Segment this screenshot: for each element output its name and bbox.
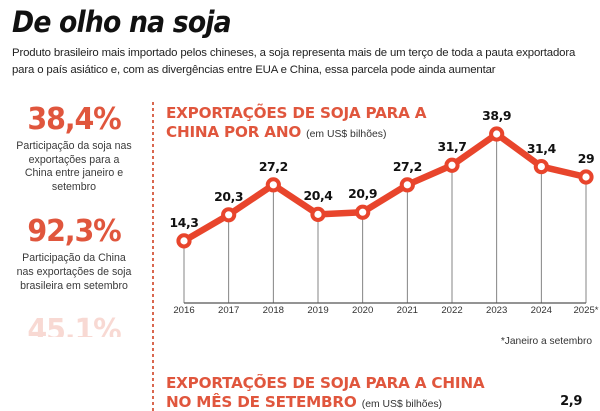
chart-header-september: EXPORTAÇÕES DE SOJA PARA A CHINA NO MÊS …	[166, 374, 594, 411]
x-axis-labels: 2016 2017 2018 2019 2020 2021 2022 2023 2024 2025…	[166, 305, 598, 321]
data-point-label: 27,2	[258, 158, 288, 174]
data-point-label: 20,9	[348, 186, 378, 202]
header: De olho na soja Produto brasileiro mais …	[12, 6, 590, 78]
stat-label: Participação da soja nas exportações par…	[16, 140, 132, 193]
x-axis-tick-label: 2021	[396, 305, 418, 316]
chart-title-september: EXPORTAÇÕES DE SOJA PARA A CHINA NO MÊS …	[166, 374, 496, 411]
chart-title-text: EXPORTAÇÕES DE SOJA PARA A CHINA POR ANO	[166, 104, 427, 141]
data-point-marker	[221, 207, 237, 223]
x-axis-tick-label: 2024	[530, 305, 552, 316]
x-axis-tick-label: 2016	[173, 305, 195, 316]
data-point-label: 14,3	[169, 214, 199, 230]
chart-title-annual: EXPORTAÇÕES DE SOJA PARA A CHINA POR ANO…	[166, 104, 466, 144]
drop-lines-group	[183, 134, 587, 303]
data-point-label: 20,3	[214, 188, 244, 204]
chart-plot-annual	[166, 112, 594, 317]
stat-value: 38,4%	[27, 102, 121, 137]
x-axis-tick-label: 2019	[307, 305, 329, 316]
stats-column: 38,4% Participação da soja nas exportaçõ…	[0, 104, 148, 338]
stat-card: 92,3% Participação da China nas exportaç…	[0, 216, 148, 293]
stat-card: 38,4% Participação da soja nas exportaçõ…	[0, 104, 148, 194]
x-axis-tick-label: 2022	[441, 305, 463, 316]
data-point-label: 29	[577, 151, 595, 166]
data-point-marker	[489, 126, 505, 142]
data-point-marker	[399, 177, 415, 193]
x-axis-tick-label: 2017	[217, 305, 240, 316]
data-point-marker	[578, 169, 594, 185]
chart-unit-text: (em US$ bilhões)	[361, 398, 443, 410]
x-axis-tick-label: 2023	[485, 305, 508, 316]
data-point-marker	[444, 157, 460, 173]
data-markers-group	[176, 126, 594, 249]
page-standfirst: Produto brasileiro mais importado pelos …	[12, 47, 576, 76]
page-title: De olho na soja	[12, 5, 232, 39]
data-line	[180, 130, 590, 245]
chart-footnote: *Janeiro a setembro	[500, 336, 592, 347]
vertical-dotted-divider	[152, 102, 154, 411]
x-axis-tick-label: 2025*	[573, 305, 599, 316]
data-point-label: 20,4	[303, 188, 333, 204]
data-point-marker	[533, 158, 549, 175]
data-point-marker	[310, 206, 326, 222]
stat-value: 45,1%	[27, 315, 121, 338]
data-point-marker	[265, 177, 281, 193]
chart-header-annual: EXPORTAÇÕES DE SOJA PARA A CHINA POR ANO…	[166, 104, 594, 144]
stat-card-clipped: 45,1%	[0, 315, 148, 337]
line-chart-svg	[176, 126, 594, 304]
data-point-label: 38,9	[482, 108, 512, 123]
chart-unit-text: (em US$ bilhões)	[306, 128, 387, 140]
data-point-label: 31,7	[437, 139, 467, 155]
stat-value: 92,3%	[27, 214, 121, 250]
x-axis-tick-label: 2020	[351, 305, 374, 316]
data-point-label-last: 2,9	[560, 394, 582, 409]
data-point-label: 31,4	[526, 140, 556, 156]
data-point-label: 27,2	[392, 158, 422, 174]
chart-title-text: EXPORTAÇÕES DE SOJA PARA A CHINA NO MÊS …	[166, 374, 485, 411]
x-axis-tick-label: 2018	[262, 305, 284, 316]
data-point-marker	[176, 233, 192, 249]
data-point-marker	[355, 204, 371, 220]
stat-label: Participação da China nas exportações de…	[16, 252, 132, 292]
